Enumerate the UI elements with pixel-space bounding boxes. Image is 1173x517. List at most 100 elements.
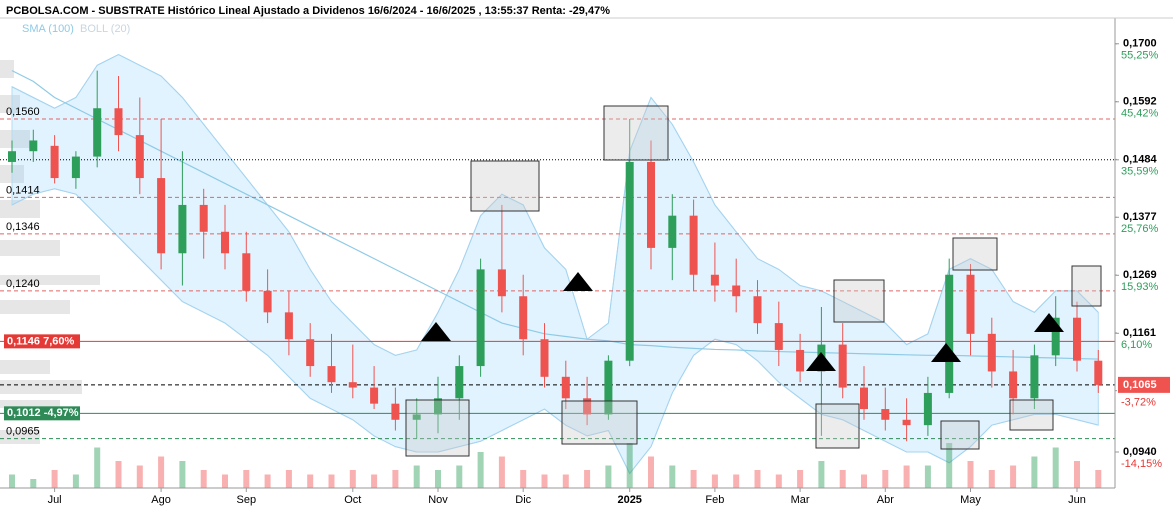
volume-bar <box>839 470 846 488</box>
bollinger-band <box>11 53 1099 475</box>
volume-bar <box>1074 461 1080 488</box>
candle-body <box>561 376 570 399</box>
volume-bar <box>1031 456 1038 488</box>
volume-bar <box>72 474 79 488</box>
volume-bar <box>9 474 15 488</box>
candle-body <box>476 269 485 367</box>
candle-body <box>284 312 293 340</box>
axes: 0,1700 0,1592 0,1484 0,1377 0,1269 0,1161 0,09… <box>0 17 1173 506</box>
level-label: 0,0965 <box>6 425 40 437</box>
volume-bar <box>690 470 697 488</box>
indicators <box>11 53 1099 475</box>
legend-entry: BOLL (20) <box>80 23 130 35</box>
volume-bar <box>285 470 292 488</box>
volume-bar <box>903 465 910 488</box>
level-label: 0,1414 <box>6 184 40 196</box>
candle-body <box>647 161 655 248</box>
candle-body <box>114 108 123 136</box>
candle-body <box>583 398 592 415</box>
candle-body <box>306 339 315 367</box>
candle-body <box>881 409 890 420</box>
y-tick-label: 0,1377 <box>1123 211 1157 223</box>
candle-body <box>1030 355 1039 399</box>
volume-bar <box>1010 465 1017 488</box>
x-tick-label: Oct <box>344 494 361 506</box>
candle-body <box>8 151 16 162</box>
volume-bar <box>435 470 441 488</box>
volume-bar <box>200 470 207 488</box>
candle-body <box>604 360 613 415</box>
candle-body <box>838 344 847 388</box>
candle-body <box>178 204 187 254</box>
y-tick-label: 0,0940 <box>1123 446 1157 458</box>
volume-bar <box>605 465 612 488</box>
candle-body <box>668 215 677 248</box>
candle-body <box>497 269 506 297</box>
volume-bar <box>413 465 420 488</box>
x-tick-label: Mar <box>791 494 810 506</box>
level-label: 0,1146 7,60% <box>7 335 75 347</box>
candles <box>8 70 1103 442</box>
volume-bar <box>222 474 228 488</box>
volume-bar <box>1052 447 1059 488</box>
volume-bar <box>158 456 165 488</box>
candle-body <box>945 274 954 393</box>
volume-bar <box>946 443 953 488</box>
candle-body <box>348 382 357 388</box>
volume-bar <box>626 443 633 488</box>
candle-body <box>902 419 911 426</box>
patterns <box>405 105 1102 457</box>
x-tick-label: Ago <box>151 494 171 506</box>
candle-body <box>370 387 379 404</box>
x-tick-label: Sep <box>237 494 257 506</box>
sma-line <box>11 70 1099 360</box>
volume-bar <box>51 470 58 488</box>
x-tick-label: Dic <box>515 494 531 506</box>
level-label: 0,1240 <box>6 278 40 290</box>
candle-body <box>519 296 528 340</box>
volume-bar <box>328 474 335 488</box>
volume-bar <box>264 474 271 488</box>
candle-body <box>29 140 38 152</box>
level-label-bg <box>4 406 80 421</box>
x-tick-label: Jun <box>1068 494 1086 506</box>
level-label: 0,1346 <box>6 221 40 233</box>
candle-body <box>242 253 251 291</box>
volume-bar <box>584 470 591 488</box>
candle-body <box>391 403 400 420</box>
volume-bar <box>307 474 314 488</box>
candle-body <box>987 333 996 372</box>
candle-body <box>1009 371 1018 399</box>
candle-body <box>263 290 272 313</box>
candle-body <box>157 178 166 254</box>
volume-bar <box>669 465 676 488</box>
y-tick-label: 0,1592 <box>1123 96 1157 108</box>
y2-tick-label: 55,25% <box>1121 50 1159 62</box>
y-tick-label: 0,1161 <box>1123 327 1156 339</box>
volume-bar <box>1095 470 1102 488</box>
candle-body <box>221 231 229 254</box>
candle-body <box>966 274 975 334</box>
y-tick-label: 0,1269 <box>1123 269 1157 281</box>
chart-title: PCBOLSA.COM - SUBSTRATE Histórico Lineal… <box>6 5 610 17</box>
candle-body <box>135 135 144 179</box>
volume-bar <box>861 474 867 488</box>
legend-entry: SMA (100) <box>22 23 74 35</box>
candle-body <box>434 398 442 415</box>
last-price-label: 0,1065 <box>1123 379 1157 391</box>
volume <box>9 443 1102 488</box>
x-tick-label: Jul <box>48 494 62 506</box>
candle-body <box>1073 317 1081 361</box>
volume-bar <box>882 470 889 488</box>
candle-body <box>860 387 868 410</box>
last-price-bg <box>1118 376 1170 393</box>
level-label: 0,1560 <box>6 106 40 118</box>
x-tick-label: Feb <box>705 494 724 506</box>
y2-tick-label: 25,76% <box>1121 223 1159 235</box>
volume-bar <box>924 465 931 488</box>
volume-bar <box>136 465 143 488</box>
candle-body <box>732 285 741 297</box>
volume-bar <box>967 461 974 488</box>
volume-bar <box>498 456 505 488</box>
